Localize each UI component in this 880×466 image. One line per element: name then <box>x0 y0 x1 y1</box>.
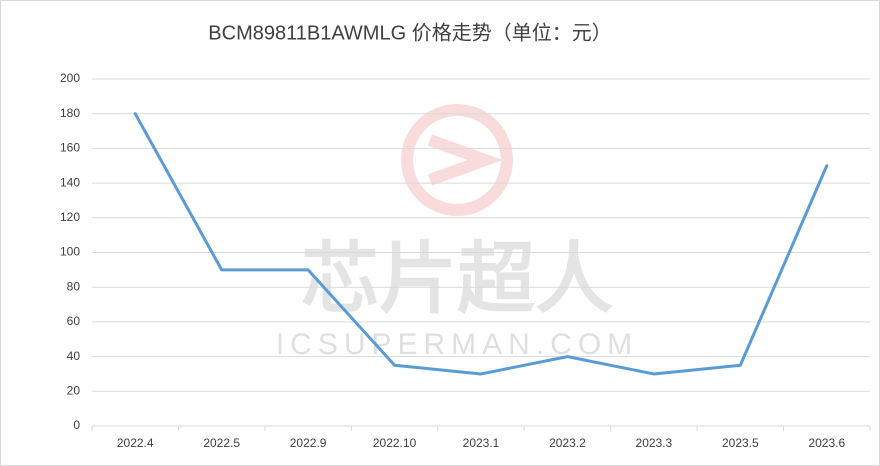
watermark-text: 芯片超人 <box>301 235 613 323</box>
y-tick-label: 160 <box>60 141 80 155</box>
x-tick-label: 2022.5 <box>203 436 240 450</box>
y-tick-label: 0 <box>73 418 80 432</box>
watermark <box>401 104 513 216</box>
x-tick-label: 2022.10 <box>373 436 417 450</box>
x-tick-label: 2022.9 <box>290 436 327 450</box>
x-tick-label: 2022.4 <box>117 436 154 450</box>
y-tick-label: 120 <box>60 210 80 224</box>
y-tick-label: 100 <box>60 245 80 259</box>
x-tick-label: 2023.6 <box>808 436 845 450</box>
watermark-subtext: ICSUPERMAN.COM <box>276 328 638 361</box>
y-tick-label: 20 <box>67 383 81 397</box>
x-tick-label: 2023.2 <box>549 436 586 450</box>
chart-title: BCM89811B1AWMLG 价格走势（单位：元） <box>208 21 611 44</box>
x-tick-label: 2023.3 <box>636 436 673 450</box>
y-tick-label: 180 <box>60 106 80 120</box>
x-tick-label: 2023.1 <box>463 436 500 450</box>
y-tick-label: 140 <box>60 175 80 189</box>
watermark-logo <box>401 104 513 216</box>
y-tick-label: 60 <box>67 314 81 328</box>
y-tick-label: 80 <box>67 279 81 293</box>
watermark-logo-mark <box>427 134 503 186</box>
y-tick-label: 40 <box>67 349 81 363</box>
x-tick-label: 2023.5 <box>722 436 759 450</box>
y-tick-label: 200 <box>60 71 80 85</box>
line-series <box>133 112 829 376</box>
